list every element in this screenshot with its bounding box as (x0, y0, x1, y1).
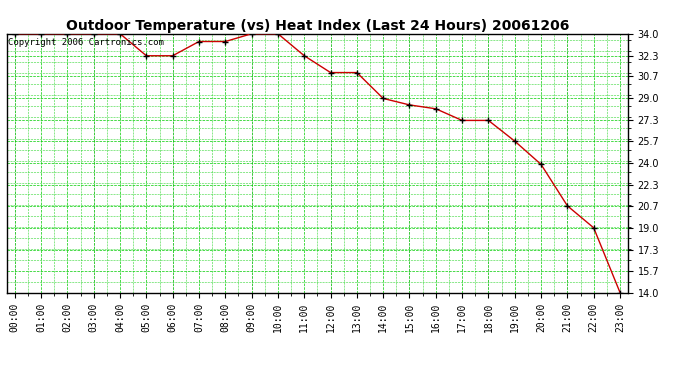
Text: Copyright 2006 Cartronics.com: Copyright 2006 Cartronics.com (8, 38, 164, 46)
Title: Outdoor Temperature (vs) Heat Index (Last 24 Hours) 20061206: Outdoor Temperature (vs) Heat Index (Las… (66, 19, 569, 33)
